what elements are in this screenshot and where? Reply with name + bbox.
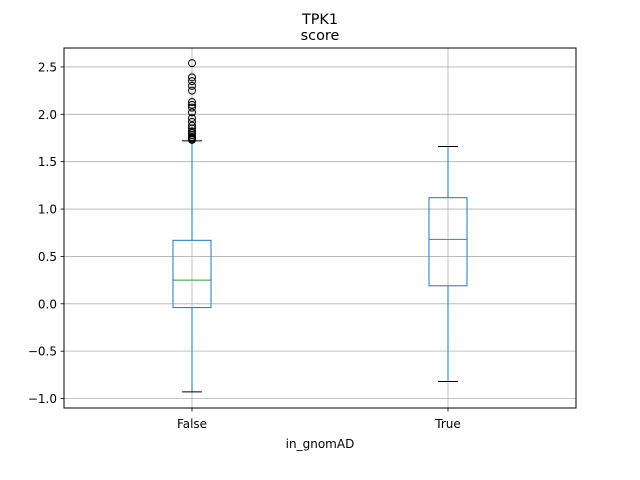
y-tick-label: 0.0 <box>38 297 57 311</box>
outlier-point <box>188 73 196 82</box>
outlier-point <box>188 108 196 117</box>
box-true <box>428 146 468 382</box>
outlier-point <box>188 121 196 130</box>
outlier-point <box>188 77 196 86</box>
outlier-point <box>188 81 196 90</box>
x-axis: False True <box>177 408 461 431</box>
outlier-point <box>188 114 196 123</box>
y-tick-label: 0.5 <box>38 250 57 264</box>
x-tick-label: False <box>177 417 207 431</box>
box-iqr <box>172 239 212 309</box>
plot-marks <box>172 59 468 393</box>
plot-frame <box>63 47 577 409</box>
outlier-point <box>188 98 196 106</box>
y-tick-label: −1.0 <box>28 392 57 406</box>
outlier-point <box>188 86 196 95</box>
y-tick-label: 1.0 <box>38 203 57 217</box>
chart-suptitle: TPK1 <box>301 12 338 28</box>
y-tick-label: 2.5 <box>38 60 57 74</box>
y-tick-label: 1.5 <box>38 155 57 169</box>
y-tick-label: 2.0 <box>38 108 57 122</box>
outlier-point <box>188 127 196 136</box>
box-false <box>172 59 212 393</box>
outlier-point <box>188 59 196 68</box>
grid-lines <box>64 48 576 408</box>
y-axis: −1.0 −0.5 0.0 0.5 1.0 1.5 2.0 2.5 <box>28 60 64 406</box>
box-iqr <box>428 197 468 287</box>
chart-title: score <box>301 28 340 44</box>
outlier-point <box>188 117 196 126</box>
outlier-point <box>188 103 196 112</box>
outlier-point <box>188 100 196 109</box>
y-tick-label: −0.5 <box>28 345 57 359</box>
x-axis-label: in_gnomAD <box>286 437 355 451</box>
x-tick-label: True <box>434 417 461 431</box>
